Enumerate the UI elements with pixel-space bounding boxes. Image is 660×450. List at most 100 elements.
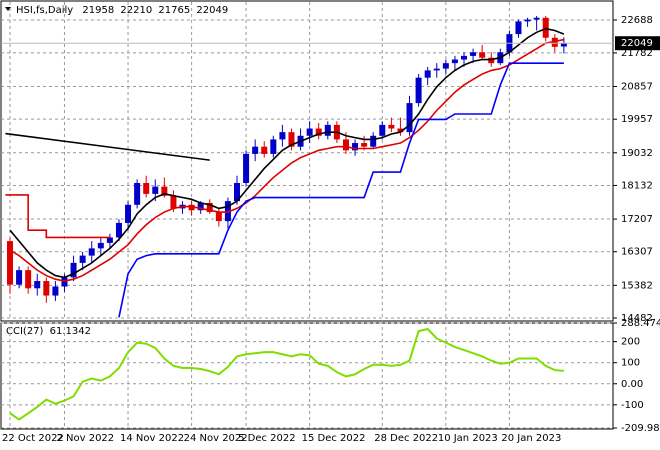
candle-body (352, 143, 359, 151)
candle-body (206, 202, 213, 213)
candle-body (370, 135, 377, 147)
indicator-line (5, 194, 110, 239)
indicator-line (5, 132, 210, 161)
candle-body (134, 182, 141, 205)
candle-body (152, 186, 159, 194)
candle-body (170, 195, 177, 209)
x-tick-label: 20 Jan 2023 (501, 433, 561, 444)
candle-body (16, 270, 23, 285)
candle-body (79, 255, 86, 263)
open: 21958 (82, 5, 114, 16)
x-tick-label: 24 Nov 2022 (184, 433, 248, 444)
candle-body (388, 124, 395, 129)
candle-body (488, 57, 495, 64)
candle-body (88, 248, 95, 256)
cci-value: 61.1342 (50, 326, 91, 337)
candle-body (52, 286, 59, 296)
y-tick-label: 100 (621, 358, 640, 369)
candle-body (406, 103, 413, 133)
y-tick-label: 288.4747 (621, 318, 660, 329)
y-tick-label: 18132 (621, 180, 653, 191)
y-tick-label: 0.00 (621, 379, 643, 390)
cci-info: CCI(27) 61.1342 (6, 326, 91, 337)
y-tick-label: 19032 (621, 148, 653, 159)
y-tick-label: -209.9875 (621, 423, 660, 434)
candle-body (461, 55, 467, 60)
y-tick-label: 14482 (621, 313, 653, 324)
price-panel (0, 0, 614, 322)
x-tick-label: 15 Dec 2022 (302, 433, 366, 444)
candle-body (524, 19, 531, 22)
candle-body (215, 212, 222, 222)
y-tick-label: 21782 (621, 48, 653, 59)
candle-body (224, 201, 231, 222)
candle-body (61, 277, 68, 287)
candle-body (515, 21, 522, 35)
x-tick-label: 28 Dec 2022 (374, 433, 438, 444)
candle-body (243, 153, 250, 183)
y-tick-label: 17207 (621, 214, 653, 225)
y-tick-label: 20857 (621, 82, 653, 93)
candle-body (7, 241, 13, 285)
candle-body (143, 182, 150, 194)
candle-body (279, 132, 286, 140)
candle-body (470, 52, 477, 56)
candle-body (433, 68, 440, 71)
candle-body (442, 63, 449, 69)
candle-body (324, 124, 331, 136)
candle-body (115, 222, 122, 238)
candle-body (306, 128, 313, 136)
x-tick-label: 10 Jan 2023 (438, 433, 498, 444)
candle-body (234, 182, 240, 202)
indicator-line (9, 27, 565, 279)
candle-body (70, 262, 77, 278)
price-label: 22049 (621, 38, 653, 49)
candle-body (288, 132, 295, 147)
candle-body (43, 281, 50, 296)
candle-body (361, 143, 368, 147)
x-tick-label: 5 Dec 2022 (238, 433, 296, 444)
candle-body (479, 52, 486, 58)
candle-body (106, 237, 113, 243)
close: 22049 (196, 5, 228, 16)
cci-line (9, 327, 564, 421)
low: 21765 (158, 5, 190, 16)
candle-body (315, 128, 322, 136)
candle-body (25, 270, 32, 289)
x-tick-label: 14 Nov 2022 (120, 433, 184, 444)
symbol: HSI,fs,Daily (16, 5, 73, 16)
indicator-line (118, 62, 564, 318)
candle-body (379, 124, 386, 136)
symbol-info: HSI,fs,Daily 21958 22210 21765 22049 (16, 5, 228, 16)
candle-body (197, 202, 204, 211)
candle-body (97, 242, 104, 249)
x-tick-label: 22 Oct 2022 (2, 433, 64, 444)
y-tick-label: 19957 (621, 114, 653, 125)
candle-body (252, 146, 259, 154)
y-tick-label: 200 (621, 337, 640, 348)
candle-body (342, 139, 349, 151)
candle-body (533, 17, 540, 20)
candle-body (397, 128, 404, 133)
candle-body (161, 186, 168, 196)
y-tick-label: 16307 (621, 247, 653, 258)
y-tick-label: 22688 (621, 15, 653, 26)
candle-body (270, 139, 277, 154)
y-tick-label: 15382 (621, 280, 653, 291)
y-tick-label: -100 (621, 400, 644, 411)
x-tick-label: 2 Nov 2022 (56, 433, 114, 444)
candle-body (188, 204, 195, 211)
candle-body (560, 43, 567, 47)
candle-body (34, 281, 41, 289)
high: 22210 (120, 5, 152, 16)
candle-body (261, 146, 268, 154)
candle-body (424, 70, 431, 78)
price-box (615, 36, 660, 51)
indicator-line (9, 38, 565, 282)
cci-title: CCI(27) (6, 326, 44, 337)
candle-body (415, 77, 422, 104)
candle-body (542, 17, 549, 38)
candle-body (451, 59, 458, 64)
